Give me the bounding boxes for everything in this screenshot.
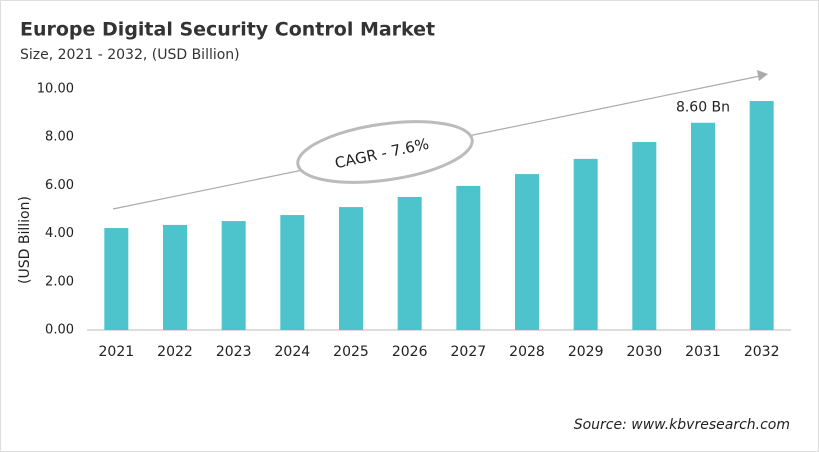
x-tick-label: 2025 [333,344,369,360]
bar [632,142,657,330]
bar [104,228,129,330]
y-tick-label: 10.00 [37,82,74,97]
bar [221,221,246,330]
x-tick-label: 2028 [509,344,545,360]
x-tick-label: 2029 [568,344,604,360]
value-label: 8.60 Bn [676,100,730,116]
cagr-ellipse [296,120,474,184]
arrow-head [757,70,768,81]
x-tick-label: 2027 [451,344,487,360]
x-tick-label: 2022 [157,344,193,360]
y-tick-label: 4.00 [45,226,74,241]
y-tick-label: 2.00 [45,274,74,289]
bar [691,122,715,331]
bar [749,101,774,330]
y-axis-label: (USD Billion) [17,196,33,284]
bar [515,174,539,330]
y-tick-label: 6.00 [45,178,74,193]
y-tick-label: 0.00 [45,323,74,338]
bar [456,185,481,330]
x-tick-label: 2024 [275,344,311,360]
x-tick-label: 2021 [99,344,135,360]
bar [573,158,598,330]
chart-title: Europe Digital Security Control Market [20,19,435,41]
x-tick-label: 2026 [392,344,428,360]
chart-subtitle: Size, 2021 - 2032, (USD Billion) [20,47,240,63]
x-tick-label: 2023 [216,344,252,360]
bar [339,207,363,330]
y-tick-label: 8.00 [45,130,74,145]
bar [280,215,305,330]
x-tick-label: 2032 [744,344,780,360]
bar [163,224,187,330]
x-tick-label: 2030 [627,344,663,360]
source: Source: www.kbvresearch.com [574,417,790,433]
x-tick-label: 2031 [685,344,721,360]
bar [397,196,422,330]
